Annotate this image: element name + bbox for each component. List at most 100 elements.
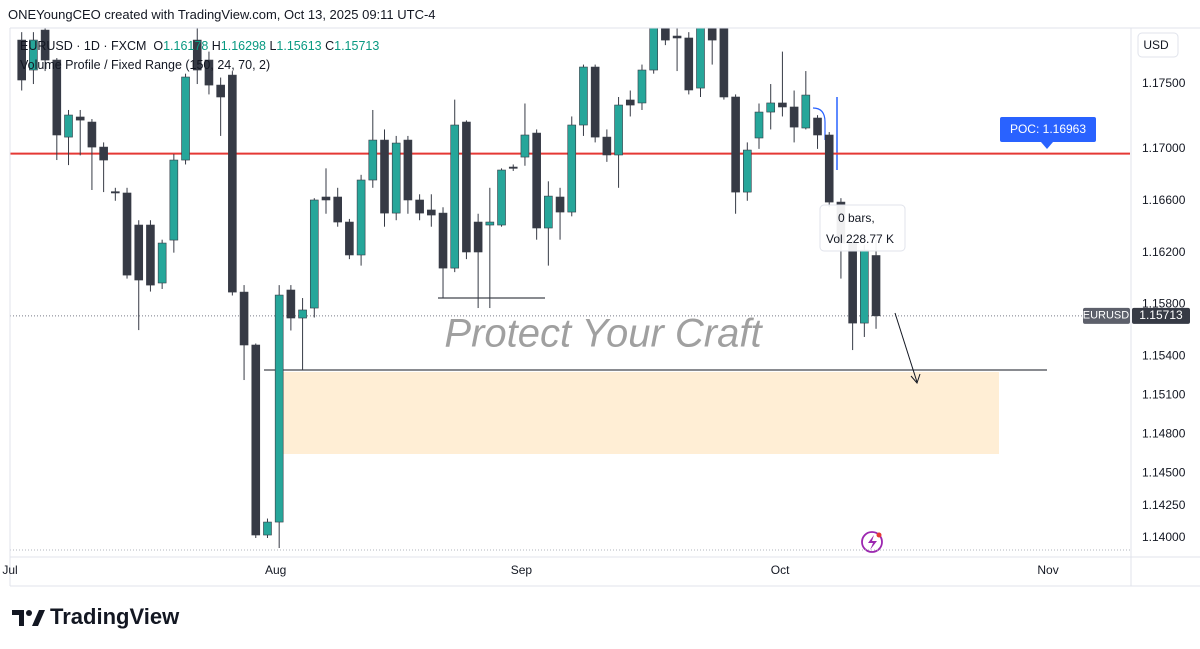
ohlc-value: 1.16178 <box>163 39 209 53</box>
event-dot <box>876 532 882 538</box>
drawings <box>10 97 1130 454</box>
candle-body <box>427 209 436 216</box>
y-tick-label: 1.16200 <box>1142 245 1186 259</box>
candle-body <box>415 199 424 214</box>
candle-body <box>263 521 272 536</box>
y-tick-label: 1.14000 <box>1142 530 1186 544</box>
candle-body <box>75 116 85 121</box>
candle-body <box>40 29 50 61</box>
currency-label: USD <box>1143 38 1169 52</box>
legend-row: EURUSD · 1D · FXCM O1.16178 H1.16298 L1.… <box>20 37 379 56</box>
event-icon[interactable] <box>861 531 883 553</box>
candle-body <box>508 166 518 169</box>
y-tick-label: 1.14250 <box>1142 498 1186 512</box>
candle-body <box>485 221 495 226</box>
candle-body <box>239 291 249 346</box>
range-curve <box>812 107 826 140</box>
candle-body <box>497 169 506 226</box>
logo-mark <box>12 610 24 626</box>
candle-body <box>169 159 179 241</box>
y-tick-label: 1.17000 <box>1142 141 1186 155</box>
header-credit: ONEYoungCEO created with TradingView.com… <box>8 7 436 22</box>
watermark: Protect Your Craft <box>444 312 763 356</box>
candle-body <box>625 99 635 106</box>
symbol-badge <box>1083 307 1130 324</box>
ohlc-value: 1.15613 <box>276 39 322 53</box>
candle-body <box>391 142 401 214</box>
candle-body <box>321 196 331 201</box>
candle-body <box>473 221 483 253</box>
ohlc-prefix: H <box>211 39 221 53</box>
candle-body <box>602 136 612 156</box>
candle-body <box>122 192 132 276</box>
candle-body <box>111 191 120 194</box>
candle-body <box>813 117 822 136</box>
ohlc-prefix: L <box>269 39 277 53</box>
y-tick-label: 1.14800 <box>1142 426 1186 440</box>
x-tick-label: Oct <box>771 563 790 577</box>
candle-body <box>731 96 740 193</box>
candle-body <box>298 309 307 319</box>
ohlc-value: 1.15713 <box>334 39 380 53</box>
candle-body <box>848 242 857 324</box>
price-badge <box>1132 307 1190 324</box>
y-tick-label: 1.14500 <box>1142 465 1186 479</box>
candle-body <box>438 212 448 269</box>
symbol-badge-text: EURUSD <box>1083 310 1130 322</box>
candle-body <box>333 196 342 223</box>
candle-body <box>87 121 97 148</box>
candle-body <box>661 28 670 41</box>
candle-body <box>251 344 261 536</box>
y-tick-label: 1.15800 <box>1142 297 1186 311</box>
candle-body <box>567 124 577 213</box>
candle-body <box>778 102 787 108</box>
candle-body <box>696 28 705 89</box>
candles <box>17 28 881 548</box>
candle-body <box>871 255 881 317</box>
candle-body <box>181 76 190 161</box>
candle-body <box>29 39 38 71</box>
indicator-label: Volume Profile / Fixed Range (150, 24, 7… <box>20 58 271 72</box>
tooltip-volume: Vol 228.77 K <box>826 232 894 246</box>
candle-body <box>649 28 658 71</box>
candle-body <box>345 221 354 256</box>
candle-body <box>368 139 378 181</box>
overlays: POC: 1.16963 EURUSD 1.15713 Protect Your Cr… <box>444 117 1190 553</box>
candle-body <box>707 28 717 41</box>
candle-body <box>274 294 284 523</box>
y-tick-label: 1.17500 <box>1142 76 1186 90</box>
y-tick-label: 1.15100 <box>1142 388 1186 402</box>
x-tick-label: Jul <box>2 563 17 577</box>
ohlc-prefix: C <box>325 39 335 53</box>
candle-body <box>532 132 541 229</box>
y-tick-label: 1.15400 <box>1142 349 1186 363</box>
candle-body <box>801 94 811 129</box>
candle-body <box>204 59 214 86</box>
logo-dot <box>26 610 32 616</box>
candle-body <box>64 114 73 138</box>
candle-body <box>520 134 530 158</box>
candle-body <box>766 102 776 113</box>
candle-body <box>134 224 144 281</box>
candle-body <box>216 84 225 98</box>
candle-body <box>555 196 565 213</box>
candle-body <box>684 37 694 91</box>
candle-body <box>824 134 834 203</box>
legend: EURUSD · 1D · FXCM O1.16178 H1.16298 L1.… <box>20 37 379 75</box>
candle-body <box>309 199 319 309</box>
candle-body <box>860 249 869 324</box>
candle-body <box>590 66 600 138</box>
footer-logo <box>12 610 45 626</box>
currency-button[interactable] <box>1137 32 1179 58</box>
ohlc-value: 1.16298 <box>220 39 266 53</box>
price-badge-text: 1.15713 <box>1139 308 1183 322</box>
candle-body <box>192 39 202 71</box>
candle-body <box>228 74 237 293</box>
tooltip-bars: 0 bars, <box>838 211 875 225</box>
candle-body <box>614 104 623 156</box>
candle-body <box>719 28 729 98</box>
candle-body <box>99 146 108 161</box>
